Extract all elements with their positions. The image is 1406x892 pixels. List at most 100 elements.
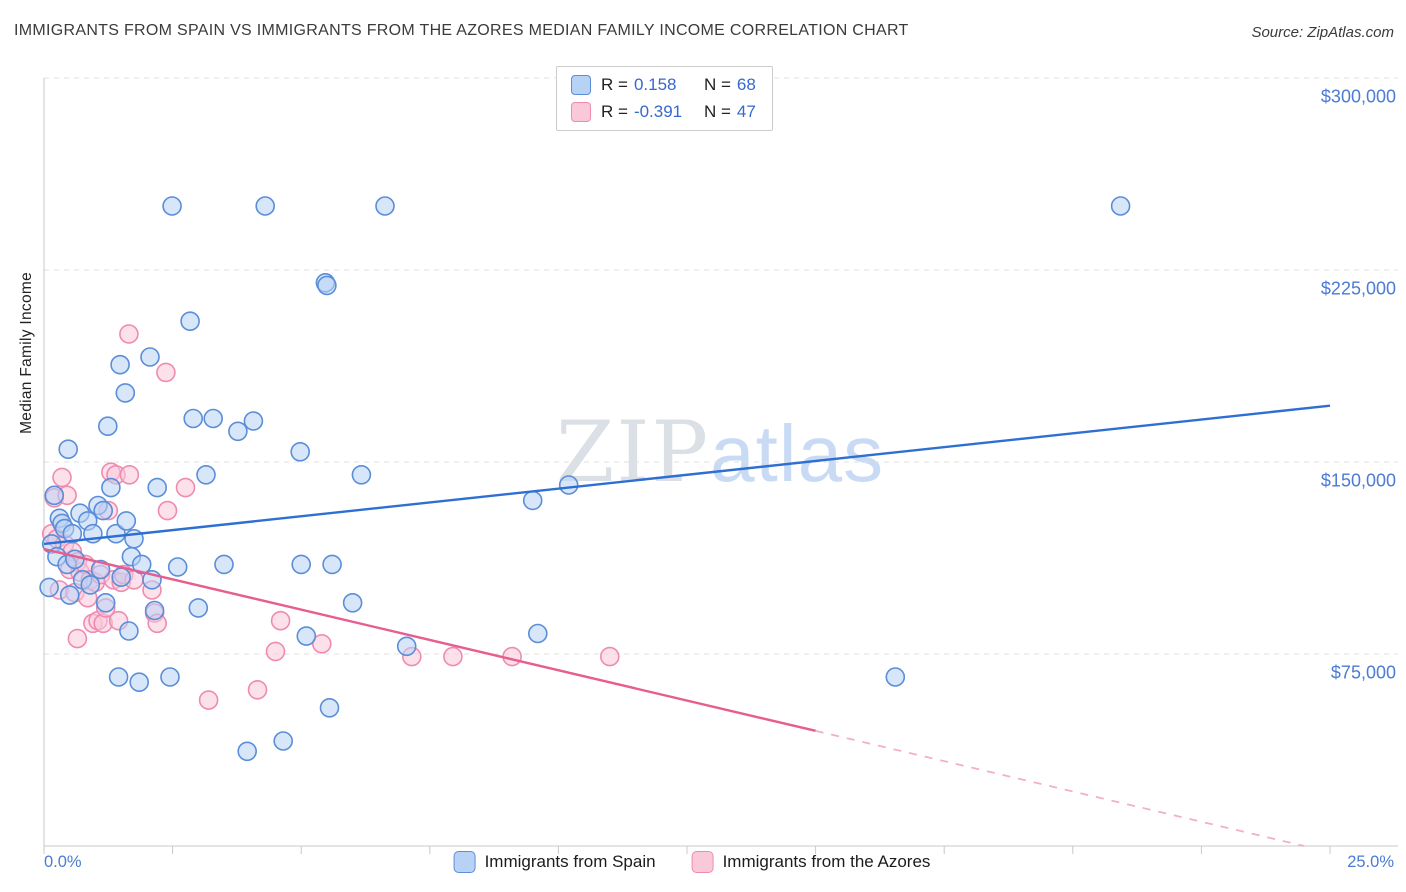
scatter-point-spain[interactable]	[351, 464, 372, 485]
scatter-point-spain[interactable]	[101, 477, 121, 498]
scatter-point-azores[interactable]	[599, 646, 620, 667]
spain-swatch-icon	[453, 851, 476, 873]
r-value-azores: -0.391	[633, 102, 683, 121]
scatter-point-spain[interactable]	[65, 549, 85, 570]
scatter-point-spain[interactable]	[119, 621, 139, 641]
scatter-point-spain[interactable]	[291, 554, 312, 575]
scatter-point-spain[interactable]	[237, 741, 257, 762]
scatter-point-spain[interactable]	[319, 697, 340, 718]
legend-label-azores: Immigrants from the Azores	[722, 852, 931, 871]
scatter-point-spain[interactable]	[322, 554, 342, 575]
scatter-point-spain[interactable]	[59, 585, 80, 605]
scatter-point-spain[interactable]	[108, 667, 129, 687]
scatter-point-spain[interactable]	[106, 523, 126, 544]
scatter-point-spain[interactable]	[116, 511, 137, 531]
scatter-point-spain[interactable]	[214, 554, 234, 575]
scatter-point-azores[interactable]	[119, 464, 140, 485]
scatter-point-azores[interactable]	[311, 633, 332, 654]
watermark-atlas: atlas	[710, 409, 885, 498]
scatter-point-spain[interactable]	[39, 577, 59, 598]
azores-swatch-icon	[691, 851, 714, 873]
y-tick-label-150k: $150,000	[1320, 470, 1396, 491]
scatter-point-spain[interactable]	[144, 600, 165, 621]
scatter-point-spain[interactable]	[44, 485, 65, 506]
scatter-point-azores[interactable]	[52, 467, 72, 488]
y-tick-label-225k: $225,000	[1320, 278, 1396, 299]
series-legend: Immigrants from Spain Immigrants from th…	[453, 851, 953, 873]
scatter-point-spain[interactable]	[317, 275, 337, 296]
scatter-point-spain[interactable]	[522, 490, 543, 511]
scatter-point-spain[interactable]	[1110, 196, 1131, 216]
y-tick-label-75k: $75,000	[1330, 662, 1396, 683]
scatter-point-spain[interactable]	[129, 672, 149, 693]
scatter-point-azores[interactable]	[157, 500, 178, 521]
scatter-point-spain[interactable]	[296, 626, 317, 646]
scatter-point-spain[interactable]	[140, 347, 160, 367]
scatter-point-spain[interactable]	[147, 477, 167, 498]
x-max-label: 25.0%	[1347, 853, 1394, 871]
legend-swatch-azores-icon	[571, 102, 591, 122]
scatter-point-spain[interactable]	[203, 408, 223, 429]
scatter-point-spain[interactable]	[290, 441, 311, 462]
scatter-point-spain[interactable]	[375, 196, 395, 216]
source-link[interactable]: Source: ZipAtlas.com	[1251, 24, 1394, 41]
scatter-point-spain[interactable]	[180, 311, 200, 332]
scatter-point-spain[interactable]	[228, 421, 248, 442]
scatter-point-spain[interactable]	[183, 408, 203, 429]
scatter-point-spain[interactable]	[111, 567, 131, 588]
scatter-point-spain[interactable]	[160, 667, 180, 687]
scatter-point-spain[interactable]	[527, 623, 548, 644]
scatter-point-azores[interactable]	[67, 628, 88, 649]
scatter-point-azores[interactable]	[119, 324, 139, 344]
scatter-point-spain[interactable]	[115, 383, 136, 403]
n-label: N =	[703, 75, 731, 94]
scatter-point-spain[interactable]	[162, 196, 182, 216]
scatter-point-spain[interactable]	[62, 523, 83, 544]
r-label: R =	[601, 75, 628, 94]
scatter-point-spain[interactable]	[167, 557, 188, 577]
scatter-point-spain[interactable]	[98, 416, 118, 437]
page-title: IMMIGRANTS FROM SPAIN VS IMMIGRANTS FROM…	[14, 22, 909, 39]
scatter-point-spain[interactable]	[255, 196, 276, 216]
trend-line-azores-projection	[815, 729, 1305, 847]
legend-swatch-spain-icon	[571, 75, 591, 95]
legend-item-spain: Immigrants from Spain	[453, 851, 656, 873]
scatter-point-spain[interactable]	[396, 636, 417, 657]
n-value-azores: 47	[736, 102, 756, 121]
scatter-point-azores[interactable]	[270, 610, 291, 631]
n-label: N =	[703, 102, 731, 121]
scatter-point-spain[interactable]	[885, 667, 906, 687]
scatter-point-azores[interactable]	[247, 679, 268, 700]
scatter-point-azores[interactable]	[502, 646, 522, 667]
scatter-point-spain[interactable]	[196, 464, 216, 485]
scatter-point-spain[interactable]	[80, 575, 101, 595]
trend-line-azores	[43, 547, 816, 733]
x-min-label: 0.0%	[44, 853, 82, 871]
legend-label-spain: Immigrants from Spain	[484, 852, 656, 871]
scatter-point-spain[interactable]	[95, 592, 116, 613]
trend-line-spain	[43, 404, 1331, 546]
scatter-point-spain[interactable]	[558, 475, 579, 495]
y-tick-label-300k: $300,000	[1320, 86, 1396, 107]
r-value-spain: 0.158	[633, 75, 677, 94]
scatter-point-spain[interactable]	[188, 598, 209, 618]
scatter-point-spain[interactable]	[110, 354, 130, 375]
scatter-point-azores[interactable]	[265, 641, 286, 662]
scatter-point-azores[interactable]	[156, 362, 176, 383]
scatter-point-spain[interactable]	[93, 500, 113, 521]
legend-item-azores: Immigrants from the Azores	[691, 851, 931, 873]
scatter-point-spain[interactable]	[131, 554, 152, 575]
scatter-point-spain[interactable]	[243, 411, 264, 431]
scatter-point-azores[interactable]	[443, 646, 463, 667]
scatter-point-spain[interactable]	[90, 559, 111, 580]
scatter-point-spain[interactable]	[342, 592, 363, 613]
scatter-point-spain[interactable]	[58, 439, 78, 460]
scatter-point-azores[interactable]	[198, 690, 219, 710]
correlation-legend: R = 0.158 N = 68 R = -0.391 N = 47	[556, 66, 773, 131]
scatter-point-azores[interactable]	[175, 477, 196, 498]
correlation-row-spain: R = 0.158 N = 68	[571, 75, 756, 95]
n-value-spain: 68	[736, 75, 756, 94]
scatter-point-spain[interactable]	[273, 731, 294, 751]
